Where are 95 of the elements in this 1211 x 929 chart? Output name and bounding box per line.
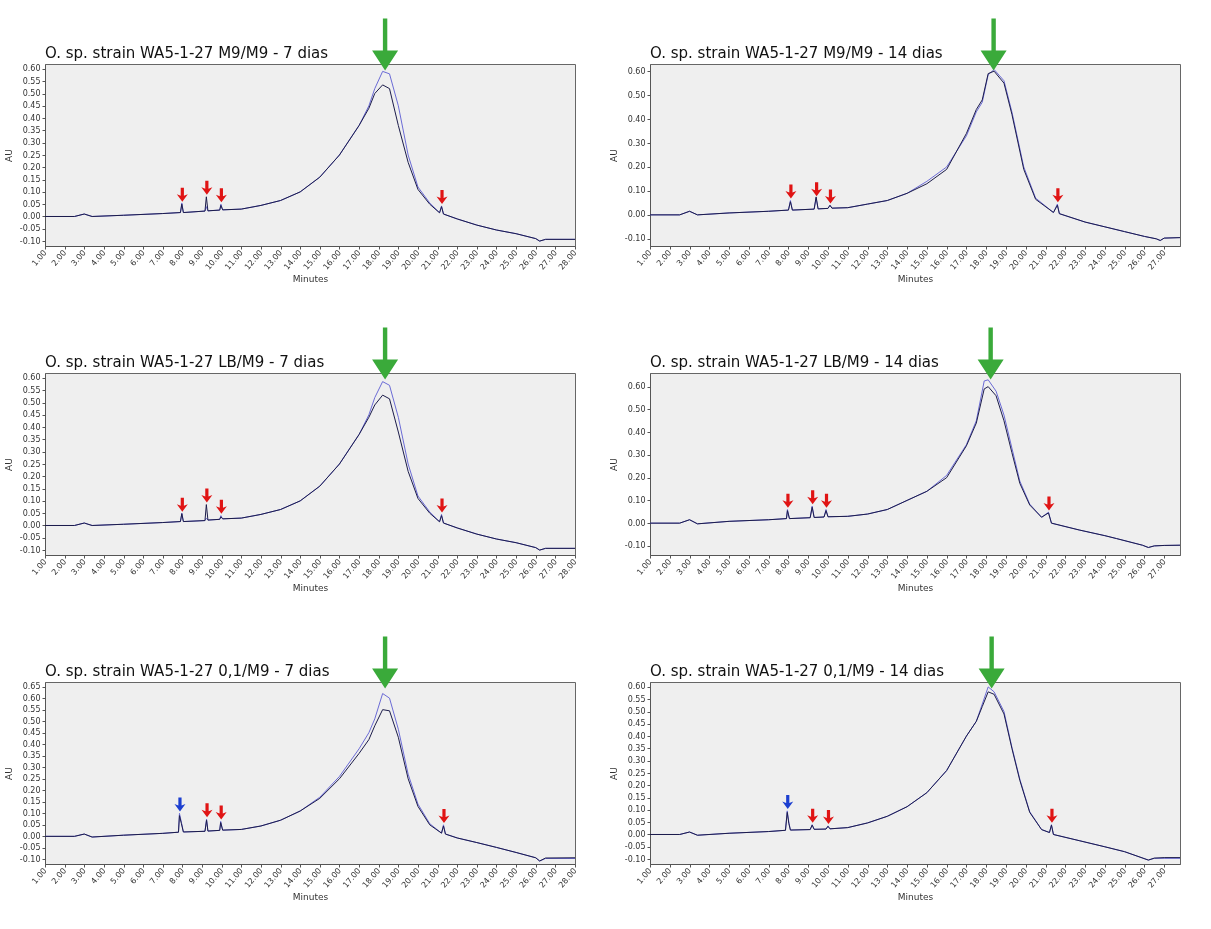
x-axis-title: Minutes <box>292 582 329 593</box>
y-tick-label: 0.30 <box>22 447 41 457</box>
y-tick-label: 0.15 <box>22 175 41 185</box>
y-tick-label: 0.25 <box>627 768 646 778</box>
y-axis-title: AU <box>3 458 14 471</box>
y-axis-title: AU <box>608 767 619 780</box>
y-tick-label: 0.55 <box>627 694 646 704</box>
y-tick-label: 0.30 <box>627 138 646 148</box>
y-tick-label: 0.55 <box>22 76 41 86</box>
y-tick-label: 0.40 <box>22 113 41 123</box>
y-tick-label: 0.55 <box>22 705 41 715</box>
y-tick-label: 0.15 <box>22 797 41 807</box>
y-tick-label: 0.10 <box>627 495 646 505</box>
y-tick-label: 0.60 <box>627 682 646 692</box>
y-tick-label: 0.20 <box>22 785 41 795</box>
y-tick-label: 0.40 <box>22 422 41 432</box>
y-tick-label: 0.40 <box>627 427 646 437</box>
y-tick-label: 0.00 <box>627 518 646 528</box>
y-tick-label: 0.40 <box>627 114 646 124</box>
y-tick-label: 0.05 <box>22 820 41 830</box>
y-tick-label: 0.30 <box>627 450 646 460</box>
y-tick-label: 0.40 <box>22 739 41 749</box>
y-tick-label: -0.10 <box>624 541 646 551</box>
y-tick-label: 0.45 <box>22 410 41 420</box>
y-tick-label: 0.60 <box>22 64 41 74</box>
y-tick-label: 0.25 <box>22 150 41 160</box>
y-tick-label: 0.50 <box>22 716 41 726</box>
y-tick-label: 0.25 <box>22 459 41 469</box>
y-tick-label: -0.05 <box>624 842 646 852</box>
y-tick-label: 0.45 <box>22 101 41 111</box>
y-tick-label: 0.25 <box>22 774 41 784</box>
y-tick-label: 0.50 <box>22 89 41 99</box>
y-tick-label: 0.65 <box>22 682 41 692</box>
y-tick-label: 0.10 <box>22 187 41 197</box>
x-axis-title: Minutes <box>292 891 329 902</box>
chart-title: O. sp. strain WA5-1-27 M9/M9 - 14 dias <box>650 44 943 62</box>
y-tick-label: 0.00 <box>627 829 646 839</box>
y-axis-title: AU <box>3 149 14 162</box>
y-tick-label: 0.50 <box>627 404 646 414</box>
y-tick-label: 0.60 <box>627 66 646 76</box>
y-tick-label: 0.55 <box>22 385 41 395</box>
x-axis-title: Minutes <box>897 582 934 593</box>
y-tick-label: 0.20 <box>22 471 41 481</box>
y-tick-label: -0.10 <box>624 234 646 244</box>
y-tick-label: 0.10 <box>627 186 646 196</box>
y-tick-label: 0.10 <box>22 496 41 506</box>
x-axis-title: Minutes <box>897 891 934 902</box>
y-tick-label: 0.45 <box>627 719 646 729</box>
y-tick-label: 0.50 <box>627 90 646 100</box>
y-tick-label: 0.15 <box>22 484 41 494</box>
y-tick-label: 0.50 <box>627 707 646 717</box>
chart-title: O. sp. strain WA5-1-27 0,1/M9 - 7 dias <box>45 662 330 680</box>
chart-title: O. sp. strain WA5-1-27 LB/M9 - 14 dias <box>650 353 940 371</box>
y-tick-label: 0.15 <box>627 793 646 803</box>
chart-title: O. sp. strain WA5-1-27 0,1/M9 - 14 dias <box>650 662 945 680</box>
y-tick-label: 0.05 <box>22 199 41 209</box>
y-tick-label: 0.00 <box>22 831 41 841</box>
y-tick-label: 0.10 <box>22 808 41 818</box>
y-tick-label: 0.45 <box>22 728 41 738</box>
y-tick-label: 0.35 <box>627 743 646 753</box>
y-axis-title: AU <box>608 458 619 471</box>
y-tick-label: 0.00 <box>22 211 41 221</box>
y-tick-label: 0.00 <box>22 520 41 530</box>
y-tick-label: 0.60 <box>627 382 646 392</box>
y-tick-label: 0.20 <box>627 780 646 790</box>
y-tick-label: 0.50 <box>22 398 41 408</box>
x-axis-title: Minutes <box>292 273 329 284</box>
y-tick-label: 0.60 <box>22 373 41 383</box>
y-tick-label: -0.05 <box>19 224 41 234</box>
y-tick-label: 0.35 <box>22 751 41 761</box>
y-tick-label: 0.30 <box>627 756 646 766</box>
y-axis-title: AU <box>3 767 14 780</box>
chart-title: O. sp. strain WA5-1-27 M9/M9 - 7 dias <box>45 44 329 62</box>
chart-title: O. sp. strain WA5-1-27 LB/M9 - 7 dias <box>45 353 325 371</box>
y-tick-label: 0.20 <box>22 162 41 172</box>
y-tick-label: -0.05 <box>19 843 41 853</box>
y-tick-label: 0.30 <box>22 138 41 148</box>
y-tick-label: -0.05 <box>19 533 41 543</box>
y-tick-label: 0.05 <box>627 817 646 827</box>
y-tick-label: -0.10 <box>19 545 41 555</box>
y-tick-label: 0.10 <box>627 805 646 815</box>
y-tick-label: 0.20 <box>627 473 646 483</box>
y-tick-label: 0.40 <box>627 731 646 741</box>
y-tick-label: -0.10 <box>19 236 41 246</box>
y-tick-label: 0.60 <box>22 693 41 703</box>
y-tick-label: -0.10 <box>19 854 41 864</box>
y-tick-label: 0.35 <box>22 434 41 444</box>
y-tick-label: -0.10 <box>624 854 646 864</box>
x-axis-title: Minutes <box>897 273 934 284</box>
y-tick-label: 0.00 <box>627 210 646 220</box>
y-tick-label: 0.05 <box>22 508 41 518</box>
y-tick-label: 0.35 <box>22 125 41 135</box>
y-tick-label: 0.30 <box>22 762 41 772</box>
y-tick-label: 0.20 <box>627 162 646 172</box>
y-axis-title: AU <box>608 149 619 162</box>
